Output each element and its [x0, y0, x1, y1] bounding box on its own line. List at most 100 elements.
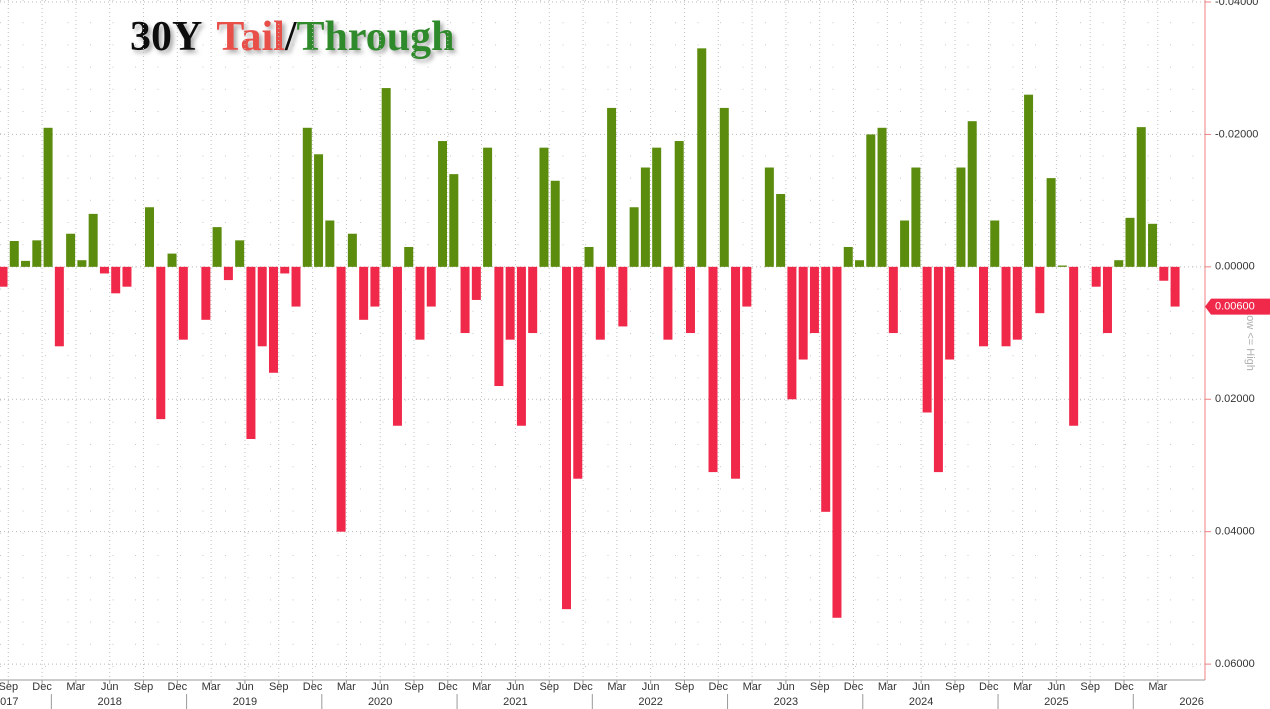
bar — [1114, 260, 1124, 267]
last-value-box — [1205, 298, 1270, 315]
bar — [347, 233, 357, 267]
title-part: Through — [297, 14, 455, 60]
bar — [911, 167, 921, 267]
bar — [1125, 217, 1135, 267]
bar — [314, 154, 324, 267]
bar — [381, 88, 391, 267]
year-label: 2018 — [97, 696, 121, 708]
bar — [990, 220, 1000, 267]
chart-title: 30Y Tail/Through — [130, 14, 455, 60]
bar — [1148, 223, 1158, 267]
bar — [1136, 127, 1146, 267]
x-tick-label: Mar — [1013, 681, 1032, 693]
bar — [888, 266, 898, 334]
bar — [877, 127, 887, 267]
year-label: 2019 — [233, 696, 257, 708]
bar — [933, 266, 943, 473]
bar — [945, 266, 955, 360]
bar — [415, 266, 425, 340]
bar — [978, 266, 988, 347]
bar — [280, 266, 290, 274]
bar — [178, 266, 188, 340]
bar — [764, 167, 774, 267]
bar — [223, 266, 233, 281]
bar — [900, 220, 910, 267]
bar — [809, 266, 819, 334]
y-tick-label: 0.00000 — [1215, 261, 1255, 273]
bar — [99, 266, 109, 274]
bar — [505, 266, 515, 340]
bar — [663, 266, 673, 340]
bar — [156, 266, 166, 420]
x-tick-label: Sep — [404, 681, 424, 693]
year-label: 2021 — [503, 696, 527, 708]
bar — [1012, 266, 1022, 340]
bar — [66, 233, 76, 267]
bar — [798, 266, 808, 360]
bar — [1024, 94, 1034, 267]
bar — [708, 266, 718, 473]
x-tick-label: Sep — [945, 681, 965, 693]
bar — [235, 240, 245, 267]
title-part: / — [284, 14, 298, 60]
bar — [584, 246, 594, 267]
title-part: 30Y — [130, 14, 202, 60]
x-tick-label: Sep — [269, 681, 289, 693]
bar — [201, 266, 211, 320]
x-tick-label: Sep — [810, 681, 830, 693]
bar — [821, 266, 831, 512]
bar — [832, 266, 842, 618]
bar — [88, 213, 98, 267]
bar — [1046, 178, 1056, 267]
x-tick-label: Dec — [844, 681, 864, 693]
x-tick-label: Mar — [66, 681, 85, 693]
bar — [1069, 266, 1079, 426]
bar — [302, 127, 312, 267]
y-axis-label: Low <= High — [1244, 309, 1256, 371]
y-tick-label: -0.02000 — [1215, 128, 1258, 140]
bar — [967, 121, 977, 267]
bar — [43, 127, 53, 267]
bar — [291, 266, 301, 307]
x-tick-label: Mar — [607, 681, 626, 693]
x-tick-label: Dec — [979, 681, 999, 693]
x-tick-label: Sep — [539, 681, 559, 693]
bar — [562, 266, 571, 610]
y-tick-label: -0.04000 — [1215, 0, 1258, 8]
bar — [145, 207, 155, 267]
last-value-label: 0.00600 — [1215, 300, 1255, 312]
bar — [855, 260, 865, 267]
x-tick-label: Mar — [337, 681, 356, 693]
x-tick-label: Dec — [168, 681, 188, 693]
bar — [539, 147, 549, 267]
x-tick-label: Dec — [708, 681, 728, 693]
x-tick-label: Sep — [0, 681, 18, 693]
x-tick-label: Jun — [101, 681, 119, 693]
bar — [731, 266, 741, 479]
x-tick-label: Dec — [32, 681, 52, 693]
bar — [719, 107, 729, 267]
bar — [9, 241, 19, 267]
x-tick-label: Jun — [912, 681, 930, 693]
x-tick-label: Dec — [438, 681, 458, 693]
year-label: 2025 — [1044, 696, 1068, 708]
x-tick-label: Mar — [878, 681, 897, 693]
bar — [618, 266, 628, 327]
x-tick-label: Sep — [675, 681, 695, 693]
bar — [697, 48, 707, 267]
x-tick-label: Jun — [777, 681, 795, 693]
bar — [122, 266, 132, 287]
bar — [111, 266, 121, 294]
x-tick-label: Dec — [1114, 681, 1134, 693]
bar — [956, 167, 966, 267]
year-label: 2023 — [774, 696, 798, 708]
x-tick-label: Sep — [134, 681, 154, 693]
bar — [438, 141, 448, 267]
x-tick-label: Sep — [1080, 681, 1100, 693]
bar — [449, 174, 459, 267]
bar — [370, 266, 380, 307]
bar — [607, 107, 617, 267]
y-tick-label: 0.04000 — [1215, 526, 1255, 538]
bar — [21, 260, 31, 267]
